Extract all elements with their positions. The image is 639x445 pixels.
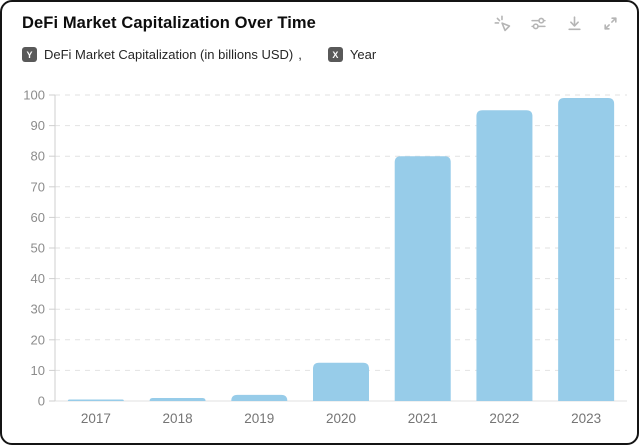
y-axis-badge: Y	[22, 47, 37, 62]
x-axis-badge: X	[327, 47, 343, 62]
bar-2021[interactable]	[394, 156, 451, 401]
magic-pointer-button[interactable]	[494, 14, 511, 35]
y-tick-label: 40	[31, 271, 45, 286]
bar-2019[interactable]	[231, 394, 288, 401]
y-tick-label: 20	[31, 332, 45, 347]
y-tick-label: 0	[38, 394, 45, 409]
bar-2022[interactable]	[476, 110, 533, 402]
magic-pointer-icon	[494, 14, 511, 35]
bar-2023[interactable]	[558, 98, 615, 401]
bar-chart[interactable]: 0 10 20 30 40 50 60 70 80 90 100 2017 2018 2019 2020 20…	[2, 82, 637, 443]
sliders-button[interactable]	[530, 16, 547, 33]
x-tick-label: 2023	[571, 411, 601, 426]
y-tick-label: 50	[31, 241, 45, 256]
y-tick-label: 100	[23, 88, 45, 103]
x-tick-label: 2019	[244, 411, 274, 426]
expand-icon	[602, 15, 619, 35]
toolbar	[494, 14, 619, 33]
y-tick-label: 90	[31, 118, 45, 133]
x-tick-label: 2020	[326, 411, 356, 426]
download-icon	[566, 15, 583, 35]
x-tick-label: 2017	[81, 411, 111, 426]
download-button[interactable]	[566, 15, 583, 35]
axis-legend: Y DeFi Market Capitalization (in billion…	[2, 33, 637, 62]
bar-2017[interactable]	[67, 399, 124, 401]
x-axis-label: Year	[349, 47, 377, 62]
x-tick-label: 2022	[489, 411, 519, 426]
y-tick-label: 60	[31, 210, 45, 225]
y-tick-label: 10	[31, 363, 45, 378]
card-header: DeFi Market Capitalization Over Time	[2, 2, 637, 33]
chart-canvas: 0 10 20 30 40 50 60 70 80 90 100 2017 2018 2019 2020 20…	[23, 88, 627, 426]
x-tick-label: 2021	[408, 411, 438, 426]
y-tick-label: 70	[31, 179, 45, 194]
x-tick-label: 2018	[163, 411, 193, 426]
bar-2018[interactable]	[149, 397, 206, 401]
sliders-icon	[530, 15, 547, 35]
legend-separator: ,	[298, 47, 302, 62]
chart-title: DeFi Market Capitalization Over Time	[22, 14, 316, 32]
y-axis-label: DeFi Market Capitalization (in billions …	[44, 47, 294, 62]
y-tick-label: 80	[31, 149, 45, 164]
bar-2020[interactable]	[313, 362, 369, 401]
y-tick-label: 30	[31, 302, 45, 317]
expand-button[interactable]	[602, 16, 619, 33]
